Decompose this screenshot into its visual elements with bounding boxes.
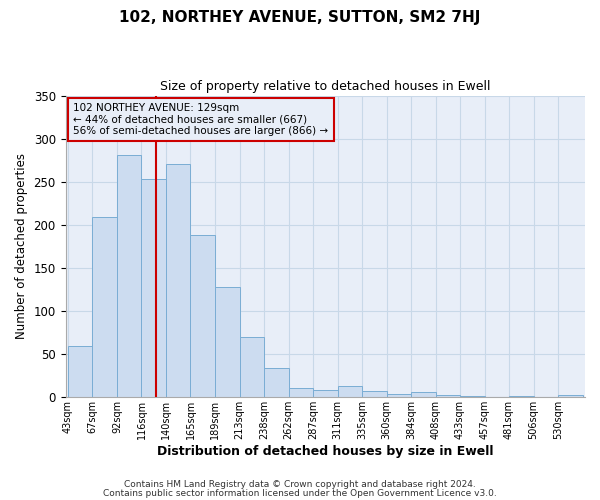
Bar xyxy=(362,391,386,397)
Bar xyxy=(92,217,117,397)
Bar xyxy=(411,392,436,397)
Text: Contains public sector information licensed under the Open Government Licence v3: Contains public sector information licen… xyxy=(103,488,497,498)
Bar xyxy=(386,394,411,397)
Bar xyxy=(558,395,583,397)
Bar xyxy=(338,386,362,397)
Bar xyxy=(264,368,289,397)
Bar xyxy=(166,164,190,397)
Bar xyxy=(239,336,264,397)
Bar xyxy=(436,395,460,397)
Text: Contains HM Land Registry data © Crown copyright and database right 2024.: Contains HM Land Registry data © Crown c… xyxy=(124,480,476,489)
X-axis label: Distribution of detached houses by size in Ewell: Distribution of detached houses by size … xyxy=(157,444,494,458)
Bar xyxy=(509,396,533,397)
Bar xyxy=(460,396,485,397)
Text: 102 NORTHEY AVENUE: 129sqm
← 44% of detached houses are smaller (667)
56% of sem: 102 NORTHEY AVENUE: 129sqm ← 44% of deta… xyxy=(73,103,328,136)
Y-axis label: Number of detached properties: Number of detached properties xyxy=(15,153,28,339)
Bar xyxy=(142,179,166,397)
Bar xyxy=(190,235,215,397)
Bar xyxy=(289,388,313,397)
Bar xyxy=(117,155,142,397)
Title: Size of property relative to detached houses in Ewell: Size of property relative to detached ho… xyxy=(160,80,491,93)
Bar xyxy=(68,346,92,397)
Text: 102, NORTHEY AVENUE, SUTTON, SM2 7HJ: 102, NORTHEY AVENUE, SUTTON, SM2 7HJ xyxy=(119,10,481,25)
Bar xyxy=(313,390,338,397)
Bar xyxy=(215,288,239,397)
